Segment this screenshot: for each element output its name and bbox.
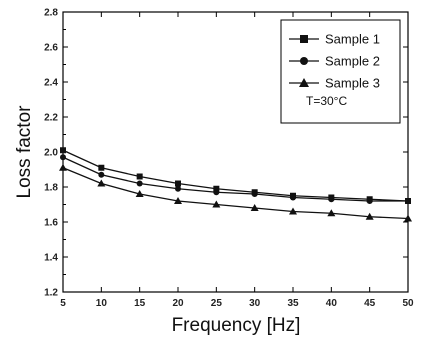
- series-1: [60, 147, 411, 204]
- legend-marker: [299, 78, 309, 87]
- legend-item: Sample 3: [289, 76, 380, 91]
- series-3: [59, 163, 412, 222]
- legend-item: Sample 1: [289, 32, 380, 47]
- x-tick-label: 45: [364, 298, 376, 309]
- data-point: [136, 180, 143, 187]
- data-point: [175, 185, 181, 192]
- data-point: [213, 185, 220, 192]
- data-point: [404, 214, 412, 222]
- legend-label: Sample 3: [325, 76, 380, 91]
- y-tick-label: 1.2: [44, 288, 58, 299]
- legend-label: Sample 1: [325, 32, 380, 47]
- data-point: [328, 196, 335, 203]
- legend-item: Sample 2: [289, 54, 380, 69]
- legend-label: Sample 2: [325, 54, 380, 69]
- series-line: [62, 149, 409, 202]
- legend-items: Sample 1 Sample 2 Sample 3: [289, 32, 380, 91]
- data-point: [60, 147, 66, 154]
- data-point: [174, 197, 182, 204]
- data-point: [98, 171, 105, 178]
- data-point: [97, 179, 106, 187]
- x-tick-label: 30: [249, 298, 261, 309]
- x-tick-label: 25: [211, 298, 223, 309]
- x-tick-label: 15: [134, 298, 146, 309]
- data-point: [135, 190, 144, 197]
- data-point: [59, 163, 67, 171]
- temperature-annotation: T=30°C: [306, 94, 347, 108]
- legend: Sample 1 Sample 2 Sample 3 T=30°C: [280, 19, 401, 124]
- data-point: [327, 209, 336, 217]
- series-line: [62, 156, 408, 202]
- data-point: [290, 194, 296, 201]
- data-point: [251, 191, 258, 197]
- data-point: [60, 154, 66, 161]
- x-tick-label: 20: [172, 298, 184, 309]
- y-tick-label: 1.8: [44, 183, 58, 194]
- data-point: [98, 164, 105, 171]
- series-group: [59, 147, 412, 222]
- y-axis-title: Loss factor: [14, 105, 35, 199]
- y-tick-label: 2.2: [44, 113, 58, 124]
- x-tick-label: 35: [287, 298, 299, 309]
- data-point: [405, 198, 411, 204]
- data-point: [136, 173, 143, 180]
- data-point: [213, 189, 220, 196]
- data-point: [212, 200, 221, 208]
- y-tick-label: 1.4: [44, 253, 58, 264]
- legend-marker: [300, 35, 308, 43]
- x-tick-label: 50: [402, 298, 414, 309]
- data-point: [366, 198, 373, 204]
- data-point: [175, 180, 181, 187]
- series-2: [60, 154, 411, 204]
- legend-marker: [300, 57, 308, 65]
- series-line: [62, 167, 409, 220]
- data-point: [365, 212, 374, 220]
- x-tick-label: 10: [96, 298, 108, 309]
- data-point: [250, 204, 259, 211]
- y-tick-label: 2.6: [44, 43, 58, 54]
- x-tick-label: 40: [326, 298, 338, 309]
- y-tick-label: 1.6: [44, 218, 58, 229]
- x-axis-ticks: 5 10 15 20 25 30 35 40 45 50: [60, 12, 414, 309]
- y-tick-label: 2.8: [44, 8, 58, 19]
- y-tick-label: 2.0: [44, 148, 58, 159]
- y-tick-label: 2.4: [44, 78, 58, 89]
- x-tick-label: 5: [60, 298, 66, 309]
- x-axis-title: Frequency [Hz]: [172, 315, 301, 336]
- data-point: [289, 207, 297, 215]
